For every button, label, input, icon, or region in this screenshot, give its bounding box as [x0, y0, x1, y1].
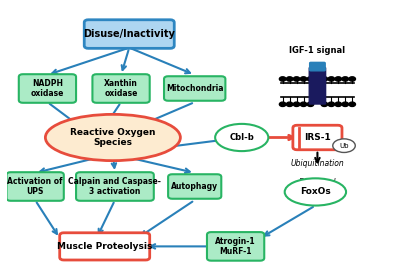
- Text: FoxOs: FoxOs: [300, 188, 331, 196]
- FancyBboxPatch shape: [168, 174, 221, 199]
- Text: Muscle Proteolysis: Muscle Proteolysis: [57, 242, 152, 251]
- FancyBboxPatch shape: [310, 62, 325, 71]
- FancyBboxPatch shape: [60, 233, 150, 260]
- FancyBboxPatch shape: [19, 74, 76, 103]
- Circle shape: [300, 102, 307, 106]
- Ellipse shape: [215, 124, 268, 151]
- Circle shape: [286, 102, 293, 106]
- Circle shape: [321, 102, 328, 106]
- FancyBboxPatch shape: [84, 20, 174, 48]
- Text: Ubiquitination: Ubiquitination: [291, 159, 344, 168]
- Circle shape: [335, 77, 342, 81]
- FancyBboxPatch shape: [76, 172, 154, 201]
- Text: Activation of
UPS: Activation of UPS: [8, 177, 63, 196]
- Ellipse shape: [285, 178, 346, 205]
- Circle shape: [342, 102, 349, 106]
- Circle shape: [279, 77, 286, 81]
- Text: NADPH
oxidase: NADPH oxidase: [31, 79, 64, 98]
- Ellipse shape: [333, 139, 355, 152]
- Text: Mitochondria: Mitochondria: [166, 84, 224, 93]
- Ellipse shape: [45, 114, 181, 161]
- Text: Cbl-b: Cbl-b: [229, 133, 254, 142]
- Circle shape: [321, 77, 328, 81]
- FancyBboxPatch shape: [164, 76, 225, 101]
- Circle shape: [307, 102, 314, 106]
- Circle shape: [307, 77, 314, 81]
- FancyBboxPatch shape: [7, 172, 64, 201]
- Text: Disuse/Inactivity: Disuse/Inactivity: [83, 29, 175, 39]
- Text: Xanthin
oxidase: Xanthin oxidase: [104, 79, 138, 98]
- FancyBboxPatch shape: [93, 74, 150, 103]
- Circle shape: [349, 102, 355, 106]
- FancyBboxPatch shape: [207, 232, 264, 261]
- Circle shape: [328, 77, 334, 81]
- Circle shape: [279, 102, 286, 106]
- Text: Atrogin-1
MuRF-1: Atrogin-1 MuRF-1: [215, 237, 256, 256]
- FancyBboxPatch shape: [309, 68, 326, 104]
- Circle shape: [286, 77, 293, 81]
- Text: Autophagy: Autophagy: [171, 182, 218, 191]
- Circle shape: [342, 77, 349, 81]
- Text: Disturbed
IGF-1 signaling: Disturbed IGF-1 signaling: [289, 178, 346, 197]
- Text: IRS-1: IRS-1: [304, 133, 331, 142]
- Text: Ub: Ub: [339, 143, 349, 149]
- Circle shape: [300, 77, 307, 81]
- Circle shape: [349, 77, 355, 81]
- Text: Calpain and Caspase-
3 activation: Calpain and Caspase- 3 activation: [68, 177, 161, 196]
- Circle shape: [328, 102, 334, 106]
- Text: IGF-1 signal: IGF-1 signal: [289, 46, 346, 55]
- Circle shape: [335, 102, 342, 106]
- Text: Reactive Oxygen
Species: Reactive Oxygen Species: [70, 128, 156, 147]
- Circle shape: [293, 77, 300, 81]
- Circle shape: [293, 102, 300, 106]
- FancyBboxPatch shape: [293, 125, 342, 150]
